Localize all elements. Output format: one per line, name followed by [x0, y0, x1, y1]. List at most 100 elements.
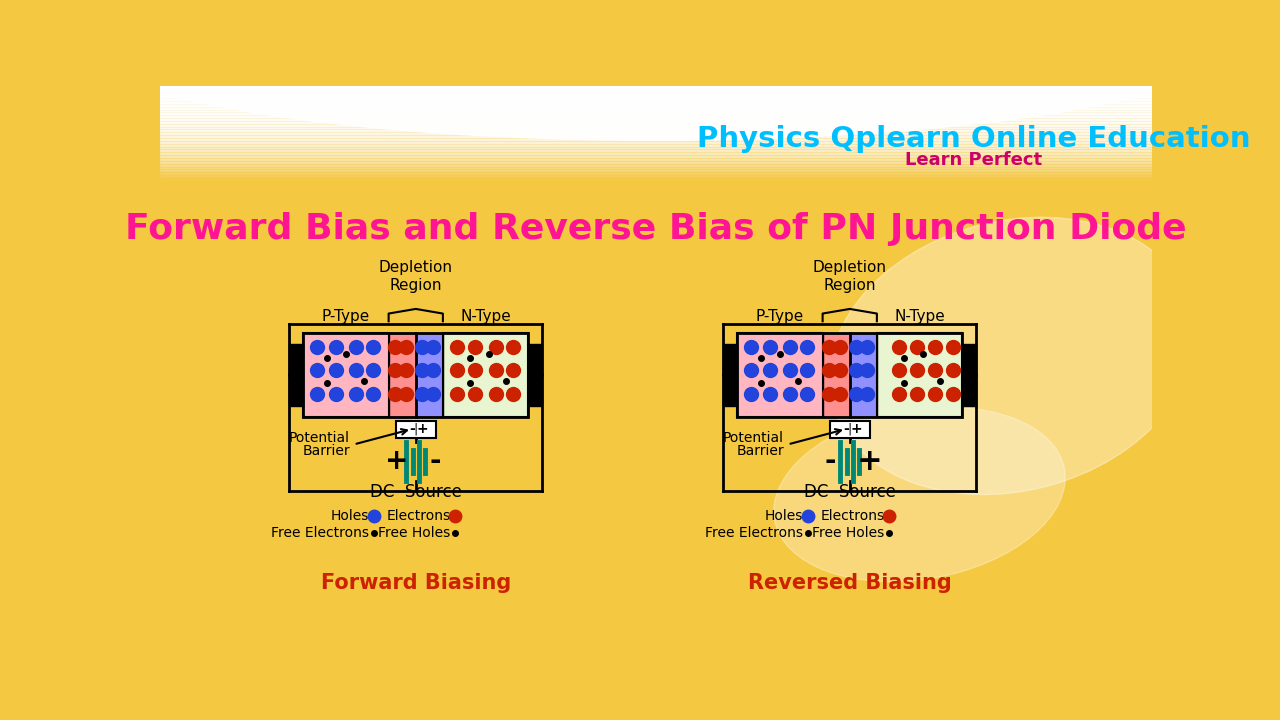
Bar	[289, 344, 303, 406]
Ellipse shape	[773, 408, 1065, 582]
Bar	[389, 333, 443, 418]
Bar	[160, 130, 1152, 131]
Bar	[160, 89, 1152, 91]
Bar	[737, 333, 963, 418]
Bar	[160, 174, 1152, 176]
Bar	[160, 97, 1152, 99]
Bar	[160, 157, 1152, 159]
Bar	[160, 168, 1152, 169]
Text: Forward Biasing: Forward Biasing	[320, 573, 511, 593]
Bar	[160, 154, 1152, 156]
Bar	[160, 122, 1152, 123]
Bar	[160, 166, 1152, 168]
Bar	[160, 86, 1152, 88]
Bar	[160, 162, 1152, 163]
Bar	[160, 112, 1152, 114]
Bar	[723, 344, 737, 406]
Bar	[160, 120, 1152, 122]
Bar	[160, 88, 1152, 89]
Bar	[160, 135, 1152, 138]
Text: -: -	[429, 447, 440, 475]
Bar	[737, 333, 823, 418]
Bar	[160, 150, 1152, 151]
Bar	[160, 107, 1152, 108]
Bar	[160, 176, 1152, 177]
Bar	[160, 142, 1152, 143]
Text: Holes: Holes	[330, 509, 369, 523]
Bar	[160, 177, 1152, 179]
Bar	[829, 420, 870, 438]
Text: N-Type: N-Type	[895, 309, 945, 323]
Bar	[160, 165, 1152, 166]
Bar	[160, 153, 1152, 154]
Text: N-Type: N-Type	[460, 309, 511, 323]
Text: Free Electrons: Free Electrons	[705, 526, 804, 540]
Bar	[160, 109, 1152, 111]
Bar	[160, 104, 1152, 105]
Text: Barrier: Barrier	[736, 444, 783, 458]
Text: +: +	[856, 447, 882, 476]
Bar	[160, 108, 1152, 109]
Bar	[160, 146, 1152, 148]
Bar	[160, 111, 1152, 112]
Bar	[160, 114, 1152, 116]
Bar	[823, 333, 877, 418]
Bar	[160, 151, 1152, 153]
Bar	[160, 148, 1152, 150]
Bar	[416, 333, 443, 418]
Text: Free Holes: Free Holes	[379, 526, 451, 540]
Text: DC  Source: DC Source	[370, 483, 462, 501]
Bar	[877, 333, 963, 418]
Bar	[160, 99, 1152, 100]
Bar	[389, 333, 416, 418]
Text: +: +	[385, 447, 408, 475]
Text: +: +	[416, 422, 428, 436]
Text: Electrons: Electrons	[387, 509, 451, 523]
Bar	[160, 163, 1152, 165]
Text: -: -	[410, 422, 415, 436]
Bar	[160, 139, 1152, 140]
Bar	[823, 333, 850, 418]
Ellipse shape	[74, 0, 1238, 140]
Bar	[160, 123, 1152, 125]
Bar	[529, 344, 541, 406]
Bar	[160, 119, 1152, 120]
Text: |: |	[413, 423, 417, 436]
Bar	[160, 100, 1152, 102]
Bar	[850, 333, 877, 418]
Bar	[160, 116, 1152, 117]
Text: Free Electrons: Free Electrons	[271, 526, 369, 540]
Text: Potential: Potential	[289, 431, 349, 445]
Bar	[160, 96, 1152, 97]
Bar	[160, 94, 1152, 96]
Text: -: -	[844, 422, 849, 436]
Bar	[160, 169, 1152, 171]
Text: Free Holes: Free Holes	[813, 526, 884, 540]
Text: Reversed Biasing: Reversed Biasing	[748, 573, 951, 593]
Bar	[303, 333, 529, 418]
Bar	[160, 91, 1152, 93]
Bar	[160, 143, 1152, 145]
Bar	[160, 156, 1152, 157]
Text: Forward Bias and Reverse Bias of PN Junction Diode: Forward Bias and Reverse Bias of PN Junc…	[125, 212, 1187, 246]
Bar	[160, 128, 1152, 130]
Text: |: |	[847, 423, 852, 436]
Text: Electrons: Electrons	[820, 509, 884, 523]
Ellipse shape	[829, 217, 1196, 495]
Bar	[160, 173, 1152, 174]
Text: Learn Perfect: Learn Perfect	[905, 150, 1042, 168]
Bar	[963, 344, 977, 406]
Text: +: +	[850, 422, 861, 436]
Bar	[303, 333, 389, 418]
Bar	[160, 145, 1152, 146]
Bar	[160, 132, 1152, 134]
Bar	[160, 125, 1152, 127]
Text: Potential: Potential	[723, 431, 783, 445]
Bar	[160, 102, 1152, 104]
Bar	[443, 333, 529, 418]
Text: P-Type: P-Type	[321, 309, 370, 323]
Bar	[160, 117, 1152, 119]
Bar	[160, 159, 1152, 161]
Text: Physics Qplearn Online Education: Physics Qplearn Online Education	[698, 125, 1251, 153]
Text: -: -	[824, 447, 836, 475]
